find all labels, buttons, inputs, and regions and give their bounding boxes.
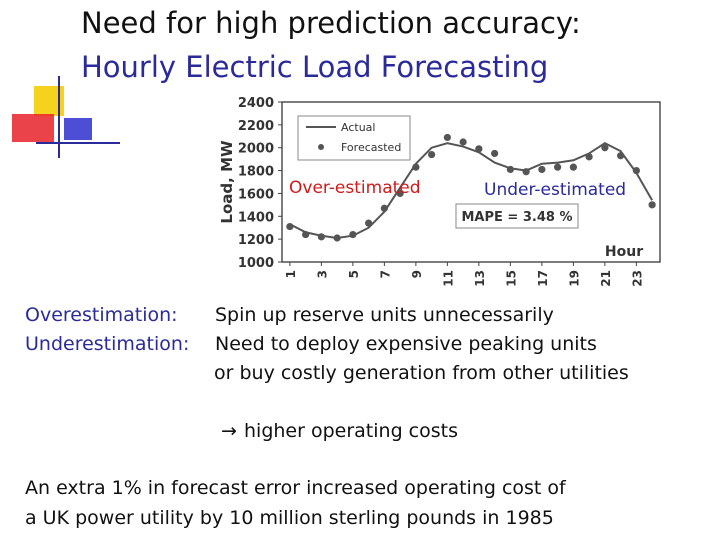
arrow-icon: → — [221, 420, 237, 442]
underestimation-text-2: or buy costly generation from other util… — [214, 362, 629, 384]
forecast-point — [475, 145, 483, 153]
y-tick-label: 1400 — [238, 210, 274, 225]
x-tick-label: 21 — [599, 270, 613, 287]
x-tick-label: 19 — [567, 270, 581, 287]
over-estimated-label: Over-estimated — [289, 178, 421, 198]
forecast-point — [412, 163, 420, 171]
forecast-point — [491, 149, 499, 158]
x-tick-label: 15 — [504, 270, 518, 287]
forecast-point — [349, 230, 357, 239]
forecast-point — [506, 165, 514, 174]
mape-box — [455, 203, 579, 229]
y-tick-label: 2400 — [238, 96, 274, 111]
x-tick-label: 1 — [284, 270, 298, 278]
forecast-point — [459, 138, 467, 146]
forecast-point — [286, 222, 294, 231]
x-axis-label: Hour — [605, 244, 643, 260]
legend-forecast-label: Forecasted — [341, 141, 401, 154]
legend-actual-label: Actual — [341, 121, 375, 134]
y-axis-label: Load, MW — [218, 140, 236, 224]
overestimation-row: Overestimation: Spin up reserve units unn… — [25, 304, 554, 326]
forecast-point — [302, 230, 310, 239]
forecast-point — [396, 189, 404, 198]
chart-background — [212, 96, 664, 294]
x-tick-label: 13 — [473, 270, 487, 287]
forecast-point — [569, 163, 577, 171]
y-tick-label: 1600 — [238, 187, 274, 202]
underestimation-row: Underestimation: Need to deploy expensive… — [25, 333, 597, 355]
x-tick-label: 9 — [410, 270, 424, 278]
legend-forecast-swatch — [318, 144, 324, 150]
forecast-point — [554, 163, 562, 171]
plot-frame — [281, 101, 661, 263]
y-tick-label: 2000 — [238, 142, 274, 157]
x-tick-label: 11 — [441, 270, 455, 287]
forecast-point — [333, 234, 341, 242]
overestimation-term: Overestimation: — [25, 304, 178, 326]
slide-title-line2: Hourly Electric Load Forecasting — [81, 50, 549, 84]
legend-box — [297, 115, 411, 161]
forecast-point — [443, 133, 451, 142]
footnote-line-2: a UK power utility by 10 million sterlin… — [25, 507, 554, 529]
under-estimated-label: Under-estimated — [484, 180, 627, 200]
x-tick-label: 3 — [315, 270, 329, 278]
forecast-point — [585, 153, 593, 161]
x-tick-label: 17 — [536, 270, 550, 287]
mape-annotation: MAPE = 3.48 % — [462, 210, 573, 225]
consequence-text: higher operating costs — [244, 420, 458, 442]
x-tick-label: 23 — [630, 270, 644, 287]
forecast-point — [428, 150, 436, 159]
deco-horizontal-line — [36, 142, 120, 144]
forecast-point — [632, 166, 640, 175]
forecast-point — [380, 204, 388, 212]
forecast-point — [617, 152, 625, 160]
forecast-point — [317, 233, 325, 241]
chart-svg: 1000 1200 1400 1600 1800 2000 2200 2400 Load, MW… — [212, 96, 664, 294]
y-tick-label: 1800 — [238, 165, 274, 180]
x-tick-label: 5 — [347, 270, 361, 278]
deco-blue-square — [64, 118, 92, 140]
deco-red-square — [12, 114, 54, 142]
forecast-point — [538, 165, 546, 174]
y-tick-label: 1200 — [238, 233, 274, 248]
overestimation-text: Spin up reserve units unnecessarily — [215, 304, 554, 326]
forecast-point — [648, 201, 656, 209]
slide-title-line1: Need for high prediction accuracy: — [81, 6, 581, 40]
forecast-point — [522, 168, 530, 176]
load-forecast-chart: 1000 1200 1400 1600 1800 2000 2200 2400 Load, MW… — [212, 96, 664, 294]
y-tick-label: 2200 — [238, 119, 274, 134]
forecast-point — [601, 144, 609, 152]
underestimation-text-1: Need to deploy expensive peaking units — [215, 333, 597, 355]
x-tick-label: 7 — [378, 270, 392, 278]
consequence-row: → higher operating costs — [214, 420, 458, 442]
footnote-line-1: An extra 1% in forecast error increased … — [25, 477, 566, 499]
y-tick-label: 1000 — [238, 256, 274, 271]
underestimation-term: Underestimation: — [25, 333, 190, 355]
forecast-point — [365, 219, 373, 227]
deco-vertical-line — [58, 76, 60, 158]
